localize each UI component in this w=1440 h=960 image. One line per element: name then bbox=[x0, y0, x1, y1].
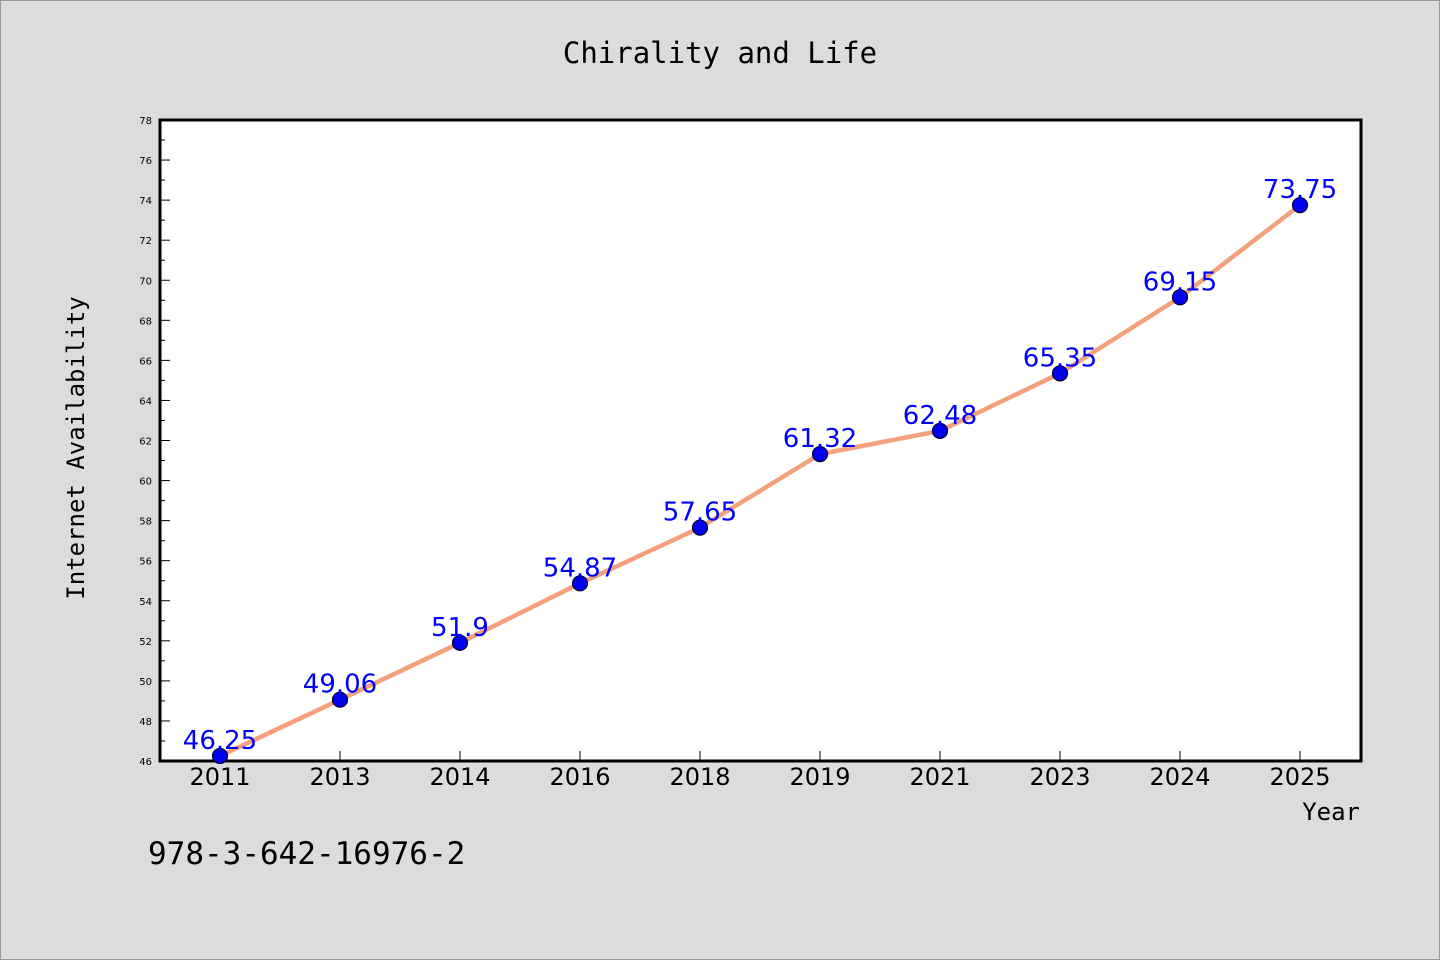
x-axis-title: Year bbox=[1302, 798, 1360, 826]
data-label: 65.35 bbox=[1023, 343, 1097, 373]
data-label: 49.06 bbox=[303, 670, 377, 700]
y-tick-label: 64 bbox=[139, 396, 152, 407]
y-axis-title: Internet Availability bbox=[62, 296, 90, 599]
x-tick-label: 2013 bbox=[309, 763, 370, 791]
y-axis: 46 48 50 52 54 56 58 60 62 64 66 68 70 72 74 76 78 bbox=[139, 116, 170, 768]
data-point bbox=[571, 575, 589, 592]
x-tick-label: 2021 bbox=[909, 763, 970, 791]
data-point bbox=[811, 446, 829, 463]
y-tick-label: 70 bbox=[139, 276, 152, 287]
plot-area bbox=[158, 118, 1363, 763]
data-labels: 46.25 49.06 51.9 54.87 57.65 61.32 62.48 65.35 6… bbox=[183, 175, 1337, 756]
x-tick-label: 2016 bbox=[549, 763, 610, 791]
x-tick-label: 2014 bbox=[429, 763, 490, 791]
series-group bbox=[211, 197, 1309, 765]
x-tick-label: 2018 bbox=[669, 763, 730, 791]
footer-code: 978-3-642-16976-2 bbox=[148, 836, 465, 872]
y-tick-label: 52 bbox=[139, 637, 152, 648]
data-point bbox=[211, 747, 229, 765]
y-tick-label: 54 bbox=[139, 597, 152, 608]
data-label: 73.75 bbox=[1263, 175, 1337, 205]
y-tick-label: 46 bbox=[139, 757, 152, 768]
y-tick-label: 58 bbox=[139, 517, 152, 528]
x-tick-label: 2025 bbox=[1269, 763, 1330, 791]
data-label: 57.65 bbox=[663, 498, 737, 528]
data-point bbox=[331, 691, 349, 708]
data-point bbox=[931, 422, 949, 439]
data-label: 62.48 bbox=[903, 401, 977, 431]
y-tick-label: 72 bbox=[139, 236, 152, 247]
x-tick-label: 2023 bbox=[1029, 763, 1090, 791]
chart-title: Chirality and Life bbox=[563, 36, 877, 70]
data-point bbox=[1051, 365, 1069, 382]
y-tick-label: 74 bbox=[139, 196, 152, 207]
y-tick-label: 60 bbox=[139, 477, 152, 488]
data-label: 46.25 bbox=[183, 726, 257, 756]
data-point bbox=[1171, 289, 1189, 306]
x-tick-label: 2024 bbox=[1149, 763, 1210, 791]
y-tick-label: 66 bbox=[139, 356, 152, 367]
x-axis: 2011 2013 2014 2016 2018 2019 2021 2023 2024 2025 bbox=[189, 751, 1331, 791]
y-tick-label: 76 bbox=[139, 156, 152, 167]
x-tick-label: 2011 bbox=[189, 763, 250, 791]
data-label: 61.32 bbox=[783, 424, 857, 454]
data-point bbox=[1291, 197, 1309, 214]
y-tick-label: 78 bbox=[139, 116, 152, 127]
y-tick-label: 48 bbox=[139, 717, 152, 728]
data-label: 51.9 bbox=[431, 613, 489, 643]
y-tick-label: 62 bbox=[139, 437, 152, 448]
y-tick-label: 56 bbox=[139, 557, 152, 568]
data-label: 69.15 bbox=[1143, 267, 1217, 297]
y-tick-label: 68 bbox=[139, 316, 152, 327]
series-line bbox=[217, 202, 1303, 759]
data-point bbox=[691, 519, 709, 536]
x-tick-label: 2019 bbox=[789, 763, 850, 791]
data-point bbox=[451, 634, 469, 651]
y-tick-label: 50 bbox=[139, 677, 152, 688]
data-label: 54.87 bbox=[543, 553, 617, 583]
